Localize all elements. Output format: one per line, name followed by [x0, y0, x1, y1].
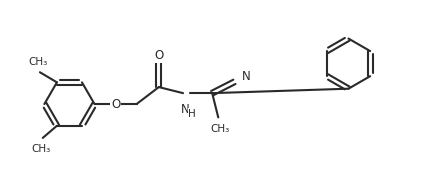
Text: CH₃: CH₃: [31, 144, 50, 154]
Text: O: O: [154, 49, 164, 62]
Text: CH₃: CH₃: [210, 124, 230, 134]
Text: H: H: [188, 109, 196, 119]
Text: CH₃: CH₃: [28, 57, 48, 67]
Text: N: N: [181, 103, 190, 116]
Text: N: N: [242, 71, 250, 83]
Text: O: O: [111, 98, 120, 111]
